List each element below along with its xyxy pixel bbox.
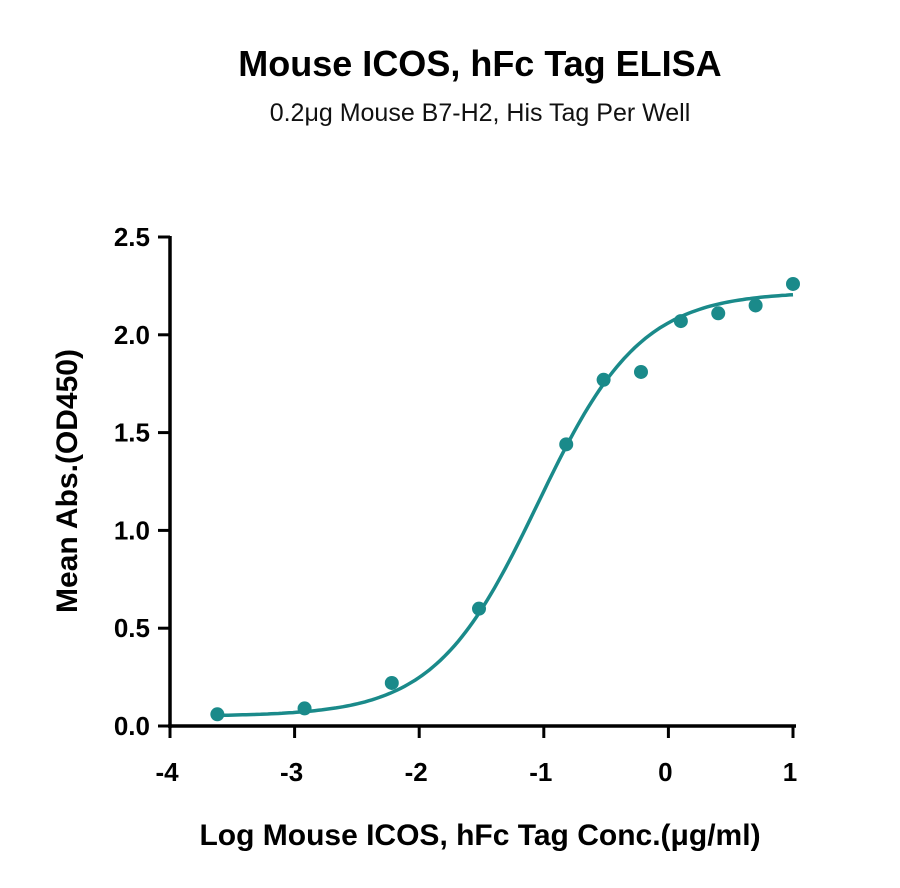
data-point: [297, 701, 312, 716]
x-tick-label: -2: [405, 757, 428, 787]
x-tick-label: -4: [155, 757, 179, 787]
data-point: [711, 306, 726, 321]
fit-curve: [217, 292, 794, 718]
data-point: [786, 276, 800, 291]
chart-subtitle: 0.2μg Mouse B7-H2, His Tag Per Well: [270, 99, 691, 127]
y-axis-ticks: 0.0 0.5 1.0 1.5 2.0 2.5: [114, 222, 170, 741]
y-tick-label: 1.5: [114, 418, 150, 448]
y-tick-label: 2.0: [114, 320, 150, 350]
data-point: [210, 707, 225, 722]
x-axis-label: Log Mouse ICOS, hFc Tag Conc.(μg/ml): [199, 819, 760, 852]
data-point: [633, 364, 648, 379]
x-tick-label: -1: [529, 757, 552, 787]
data-point: [673, 314, 688, 329]
x-tick-label: -3: [280, 757, 303, 787]
y-tick-label: 2.5: [114, 222, 150, 252]
y-tick-label: 0.0: [114, 711, 150, 741]
x-axis-ticks: -4 -3 -2 -1 0 1: [155, 726, 797, 787]
y-axis-label: Mean Abs.(OD450): [51, 349, 84, 613]
data-point: [472, 601, 487, 616]
data-point: [596, 372, 611, 387]
y-tick-label: 1.0: [114, 515, 150, 545]
x-tick-label: 0: [658, 757, 672, 787]
data-point: [384, 675, 399, 690]
x-tick-label: 1: [783, 757, 797, 787]
y-tick-label: 0.5: [114, 613, 150, 643]
data-point: [559, 437, 574, 452]
data-point: [748, 298, 763, 313]
chart-title: Mouse ICOS, hFc Tag ELISA: [238, 43, 721, 84]
data-points: [210, 276, 800, 722]
